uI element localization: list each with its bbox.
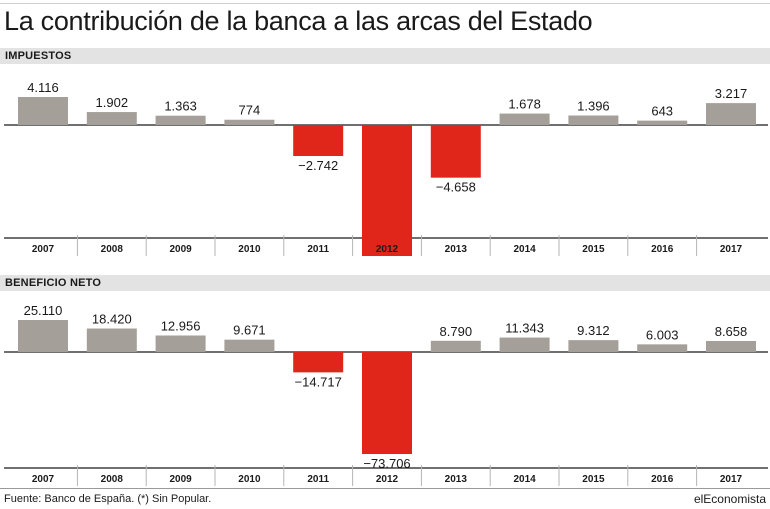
beneficio-neto-bar-2016 [637,344,688,352]
impuestos-category-label-2013: 2013 [445,244,468,255]
beneficio-neto-value-label-2011: −14.717 [295,374,342,389]
beneficio-neto-category-label-2011: 2011 [307,474,329,485]
beneficio-neto-category-label-2017: 2017 [720,474,743,485]
beneficio-neto-bar-2013 [430,340,481,352]
footer-rule [0,488,770,489]
impuestos-bar-2010 [224,119,275,125]
impuestos-value-label-2009: 1.363 [164,99,197,114]
impuestos-category-label-2012: 2012 [376,244,399,255]
beneficio-neto-bar-2015 [568,340,619,352]
beneficio-neto-value-label-2012: −73.706 [363,456,410,471]
impuestos-category-label-2009: 2009 [169,244,192,255]
beneficio-neto-value-label-2015: 9.312 [577,323,610,338]
impuestos-category-label-2016: 2016 [651,244,674,255]
impuestos-bar-2016 [637,120,688,125]
impuestos-value-label-2011: −2.742 [298,158,338,173]
impuestos-category-label-2015: 2015 [582,244,605,255]
beneficio-neto-bar-2010 [224,339,275,352]
beneficio-neto-bar-2017 [706,340,756,352]
source-note: Fuente: Banco de España. (*) Sin Popular… [4,493,212,505]
impuestos-bar-2009 [155,115,206,125]
beneficio-neto-bar-2014 [499,337,550,352]
beneficio-neto-value-label-2009: 12.956 [161,318,201,333]
beneficio-neto-category-label-2008: 2008 [101,474,124,485]
impuestos-category-label-2008: 2008 [101,244,124,255]
beneficio-neto-category-label-2007: 2007 [32,474,55,485]
beneficio-neto-value-label-2008: 18.420 [92,312,132,327]
impuestos-category-label-2011: 2011 [307,244,329,255]
beneficio-neto-bar-2008 [86,328,137,352]
beneficio-neto-category-label-2014: 2014 [513,474,536,485]
impuestos-bar-2007 [18,97,68,125]
impuestos-bar-2008 [86,112,137,125]
top-rule [0,3,770,4]
section-header-impuestos: IMPUESTOS [0,48,770,64]
impuestos-bar-2013 [430,125,481,178]
impuestos-bar-2011 [293,125,344,157]
beneficio-neto-value-label-2016: 6.003 [646,327,679,342]
beneficio-neto-category-label-2015: 2015 [582,474,605,485]
beneficio-neto-category-label-2016: 2016 [651,474,674,485]
impuestos-value-label-2017: 3.217 [715,86,748,101]
section-label-beneficio-neto: BENEFICIO NETO [5,277,102,289]
impuestos-category-label-2014: 2014 [513,244,536,255]
beneficio-neto-value-label-2013: 8.790 [440,324,473,339]
impuestos-bar-2015 [568,115,619,125]
beneficio-neto-category-label-2013: 2013 [445,474,468,485]
beneficio-neto-bar-chart: 25.110 2007 18.420 2008 12.956 2009 9.671 2010 −… [4,303,768,486]
impuestos-bar-2012 [362,125,412,256]
impuestos-category-label-2010: 2010 [238,244,261,255]
impuestos-value-label-2008: 1.902 [96,95,129,110]
section-header-beneficio-neto: BENEFICIO NETO [0,275,770,291]
beneficio-neto-value-label-2014: 11.343 [505,321,544,336]
impuestos-value-label-2007: 4.116 [27,80,59,95]
impuestos-bar-2017 [706,103,756,125]
impuestos-category-label-2017: 2017 [720,244,743,255]
beneficio-neto-value-label-2017: 8.658 [715,324,748,339]
impuestos-bar-2014 [499,113,550,125]
page-title: La contribución de la banca a las arcas … [4,6,593,36]
impuestos-category-label-2007: 2007 [32,244,55,255]
impuestos-value-label-2014: 1.678 [508,97,541,112]
section-label-impuestos: IMPUESTOS [5,50,72,62]
beneficio-neto-category-label-2010: 2010 [238,474,261,485]
beneficio-neto-value-label-2007: 25.110 [24,303,63,318]
impuestos-value-label-2013: −4.658 [436,180,476,195]
beneficio-neto-category-label-2009: 2009 [169,474,192,485]
beneficio-neto-value-label-2010: 9.671 [233,323,266,338]
beneficio-neto-category-label-2012: 2012 [376,474,399,485]
beneficio-neto-bar-2012 [362,352,412,454]
beneficio-neto-bar-2007 [18,320,68,352]
impuestos-value-label-2015: 1.396 [577,99,610,114]
beneficio-neto-bar-2009 [155,335,206,352]
impuestos-value-label-2010: 774 [239,103,261,118]
brand-logo: elEconomista [693,492,766,506]
beneficio-neto-bar-2011 [293,352,344,373]
impuestos-value-label-2016: 643 [651,104,673,119]
impuestos-bar-chart: 4.116 2007 1.902 2008 1.363 2009 774 2010 −2.742… [4,80,768,256]
